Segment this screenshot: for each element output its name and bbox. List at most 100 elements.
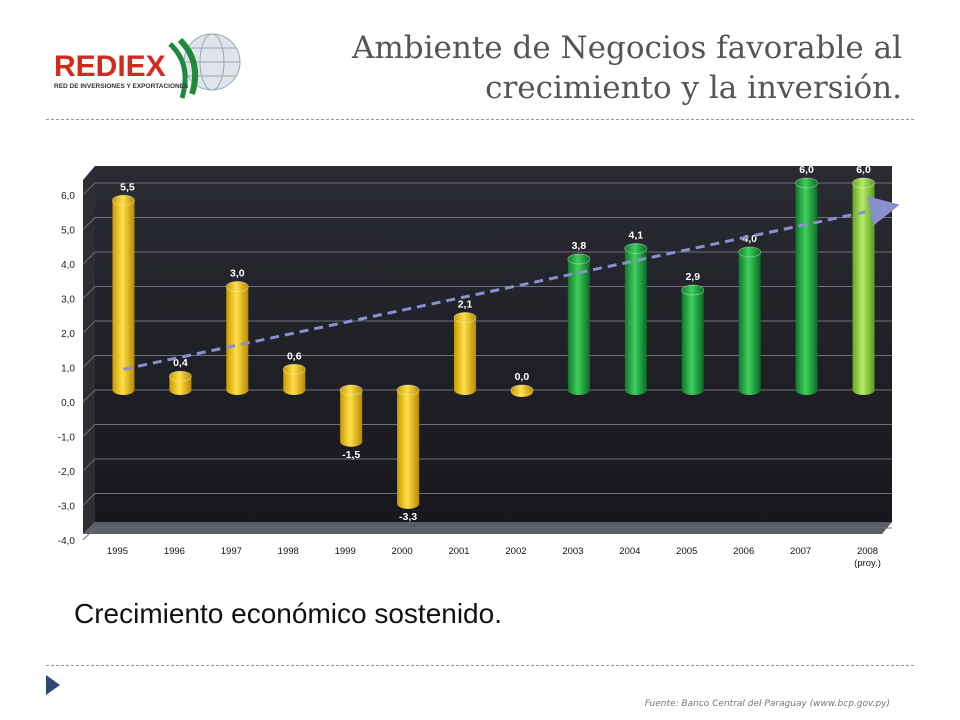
grid-line-side: [82, 527, 96, 541]
bar-base: [567, 385, 590, 395]
grid-line-side: [82, 458, 96, 472]
x-tick-label: 2006: [733, 546, 754, 557]
value-label: 3,0: [230, 268, 245, 280]
bar-cap: [282, 363, 306, 375]
bar-cap: [225, 281, 249, 292]
bar-base: [454, 385, 477, 395]
bar-body: [226, 286, 249, 390]
bar: [339, 384, 363, 447]
page-title: Ambiente de Negocios favorable al crecim…: [262, 28, 902, 108]
bar-base: [226, 385, 249, 395]
x-tick-label: 2002: [505, 546, 526, 557]
grid-line-side: [82, 493, 96, 506]
value-label: 2,1: [458, 299, 473, 311]
x-tick-label: 2004: [619, 546, 640, 557]
bar-base: [340, 436, 363, 447]
value-label: 4,1: [629, 230, 644, 242]
grid-line-side: [82, 182, 96, 196]
value-label: 5,5: [120, 181, 135, 193]
bar-base: [169, 385, 192, 395]
x-tick-label: 1998: [278, 546, 299, 557]
bar-cap: [681, 284, 705, 296]
y-tick-label: 2,0: [61, 329, 75, 340]
x-tick-label: 1995: [107, 546, 128, 557]
bar-base: [681, 385, 704, 395]
x-tick-label: 1996: [164, 546, 185, 557]
bar-base: [852, 385, 875, 395]
bar-base: [283, 385, 306, 395]
value-label: 0,4: [173, 357, 188, 369]
bullet-triangle-icon: [46, 675, 60, 695]
bar: [168, 370, 192, 395]
plot-area: [95, 166, 892, 522]
x-tick-label: 2005: [676, 546, 697, 557]
bar-base: [112, 385, 135, 395]
trend-line: [123, 196, 900, 371]
grid-line-side: [82, 320, 96, 334]
bottom-divider: [46, 665, 914, 666]
value-label: 0,0: [515, 371, 530, 383]
y-tick-label: 4,0: [61, 260, 75, 271]
bar: [225, 281, 249, 395]
plot-side-wall: [83, 166, 95, 534]
bar: [852, 177, 876, 395]
bar-body: [795, 183, 818, 390]
bar-cap: [453, 312, 477, 324]
value-label: 2,9: [685, 271, 700, 283]
bar-body: [397, 390, 420, 504]
bar: [681, 284, 705, 395]
bar-cap: [396, 384, 420, 396]
bar: [111, 194, 135, 395]
bar: [396, 384, 420, 509]
bar-body: [624, 248, 647, 390]
bar: [795, 177, 819, 395]
bar: [453, 312, 477, 395]
globe-icon: [168, 33, 241, 99]
grid-line-side: [82, 251, 96, 265]
value-label: 3,8: [572, 240, 587, 252]
y-tick-label: -1,0: [58, 433, 76, 444]
bar-cap: [795, 177, 819, 189]
logo-tagline: RED DE INVERSIONES Y EXPORTACIONES: [54, 83, 189, 90]
bar-cap: [510, 384, 534, 396]
value-label: 0,6: [287, 350, 302, 362]
value-labels: 5,50,43,00,6-1,5-3,32,10,03,84,12,94,06,…: [120, 164, 871, 523]
bar-base: [795, 385, 818, 395]
y-tick-label: -2,0: [58, 467, 76, 478]
chart-subtitle: Crecimiento económico sostenido.: [74, 598, 502, 629]
bar: [567, 253, 591, 395]
bar-body: [112, 200, 135, 390]
bar-body: [852, 183, 875, 390]
x-tick-label: 2003: [562, 546, 583, 557]
bar-base: [738, 385, 761, 395]
value-label: 6,0: [799, 164, 814, 176]
grid-line-side: [82, 355, 96, 368]
bar-base: [624, 385, 647, 395]
y-tick-label: 3,0: [61, 295, 75, 306]
bar-body: [283, 369, 306, 390]
bar-cap: [738, 246, 762, 258]
x-tick-label: 2001: [448, 546, 469, 557]
bar-body: [454, 317, 477, 390]
trend-arrow: [123, 196, 900, 371]
bar: [738, 246, 762, 395]
logo-wordmark: REDIEX: [54, 50, 166, 83]
bar-base: [397, 498, 420, 509]
bar: [282, 363, 306, 395]
y-tick-label: 5,0: [61, 226, 75, 237]
source-note: Fuente: Banco Central del Paraguay (www.…: [644, 699, 890, 709]
bar-body: [738, 252, 761, 390]
value-label: -3,3: [399, 511, 417, 523]
bar: [624, 243, 648, 395]
grid-line-side: [82, 424, 96, 437]
value-label: 6,0: [856, 164, 871, 176]
y-tick-label: 6,0: [61, 191, 75, 202]
y-tick-label: 1,0: [61, 364, 75, 375]
y-axis-ticks: 6,0 5,0 4,0 3,0 2,0 1,0 0,0 -1,0 -2,0 -3,0 -4,0: [58, 191, 76, 547]
bars: [111, 177, 876, 509]
bar-cap: [624, 243, 648, 255]
x-tick-label: 1997: [221, 546, 242, 557]
x-tick-label: 2008 (proy.): [854, 546, 881, 569]
bar-body: [567, 258, 590, 390]
